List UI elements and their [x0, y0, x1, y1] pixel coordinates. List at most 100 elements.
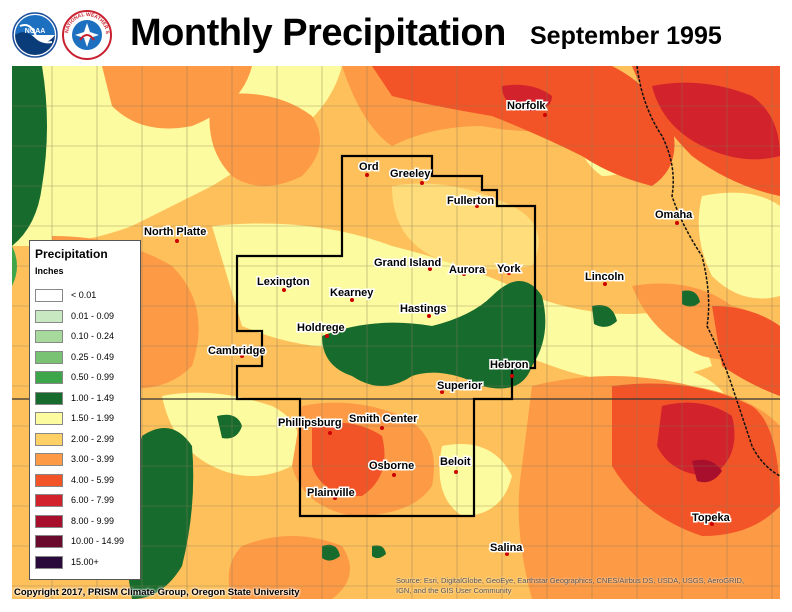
- city-aurora: Aurora: [448, 263, 488, 278]
- city-lexington: Lexington: [256, 275, 311, 292]
- legend-swatch: [35, 371, 63, 384]
- city-fullerton: Fullerton: [446, 194, 496, 209]
- legend-swatch: [35, 289, 63, 302]
- city-label: Norfolk: [507, 100, 546, 112]
- forecast-area-outline: [235, 154, 537, 518]
- legend-swatch: [35, 330, 63, 343]
- legend-swatch: [35, 412, 63, 425]
- city-label: Superior: [437, 380, 483, 392]
- legend-units: Inches: [35, 266, 64, 276]
- noaa-logo-icon: NOAA: [12, 12, 58, 58]
- legend-item: 1.00 - 1.49: [35, 391, 139, 407]
- noaa-logo-text: NOAA: [25, 28, 46, 35]
- legend-label: 6.00 - 7.99: [71, 495, 115, 505]
- legend-item: 1.50 - 1.99: [35, 412, 139, 427]
- nws-logo-icon: NATIONAL WEATHER SERVICE: [62, 10, 112, 60]
- precip-area-6-00: [652, 82, 780, 160]
- city-topeka: Topeka: [691, 511, 732, 526]
- city-label: Greeley: [390, 168, 431, 180]
- city-label: Topeka: [692, 512, 731, 524]
- legend-label: 2.00 - 2.99: [71, 433, 115, 444]
- city-label: Ord: [359, 161, 379, 173]
- legend-item: 8.00 - 9.99: [35, 514, 139, 530]
- legend-item: 2.00 - 2.99: [35, 432, 139, 448]
- legend-swatch: [35, 350, 63, 364]
- city-label: Holdrege: [297, 322, 345, 334]
- city-kearney: Kearney: [329, 286, 376, 302]
- city-lincoln: Lincoln: [584, 270, 626, 286]
- precip-area-4-00: [712, 306, 780, 396]
- legend-swatch: [35, 473, 63, 487]
- city-phillipsburg: Phillipsburg: [277, 416, 343, 435]
- city-label: Hebron: [490, 359, 529, 371]
- legend-label: 1.50 - 1.99: [71, 413, 115, 423]
- city-label: Salina: [490, 542, 523, 554]
- precip-area-1-50: [698, 192, 780, 299]
- legend-label: 0.10 - 0.24: [71, 331, 115, 341]
- city-north-platte: North Platte: [143, 225, 208, 243]
- city-label: Aurora: [449, 264, 486, 276]
- precip-area-1-00: [372, 545, 386, 559]
- city-label: North Platte: [144, 226, 206, 238]
- legend-label: 3.00 - 3.99: [71, 454, 115, 464]
- city-ord: Ord: [358, 160, 380, 177]
- city-hebron: Hebron: [489, 358, 530, 378]
- legend-label: 10.00 - 14.99: [71, 536, 125, 546]
- legend-item: 0.10 - 0.24: [35, 330, 139, 345]
- city-york: York: [496, 262, 524, 277]
- city-label: Fullerton: [447, 195, 494, 207]
- legend-swatch: [35, 391, 63, 405]
- city-label: Lexington: [257, 276, 310, 288]
- source-attribution: Source: Esri, DigitalGlobe, GeoEye, Eart…: [396, 576, 776, 596]
- legend-swatch: [35, 453, 63, 466]
- precip-area-8-00: [692, 459, 722, 483]
- city-label: Omaha: [655, 209, 693, 221]
- legend-item: 0.50 - 0.99: [35, 371, 139, 386]
- city-label: Beloit: [440, 456, 471, 468]
- city-label: Phillipsburg: [278, 417, 342, 429]
- legend-item: 4.00 - 5.99: [35, 473, 139, 489]
- legend-label: < 0.01: [71, 290, 97, 300]
- city-norfolk: Norfolk: [506, 99, 548, 117]
- legend-label: 1.00 - 1.49: [71, 392, 115, 403]
- precip-area-3-00: [228, 536, 350, 599]
- city-osborne: Osborne: [368, 459, 416, 477]
- precip-area-1-00: [12, 66, 47, 246]
- city-greeley: Greeley: [389, 167, 433, 185]
- header: NOAA NATIONAL WEATHER SERVICE Monthly Pr…: [0, 0, 792, 66]
- precip-area-1-00: [322, 544, 340, 561]
- precip-area-1-00: [125, 428, 194, 599]
- legend-swatch: [35, 494, 63, 507]
- city-label: Lincoln: [585, 271, 624, 283]
- legend-title: Precipitation: [35, 247, 108, 261]
- precip-area-3-00: [209, 93, 320, 186]
- legend-label: 0.25 - 0.49: [71, 351, 115, 362]
- precip-area-6-00: [657, 402, 735, 476]
- city-beloit: Beloit: [439, 455, 472, 474]
- precip-area-1-00: [217, 414, 242, 439]
- city-smith-center: Smith Center: [348, 412, 420, 430]
- city-cambridge: Cambridge: [207, 344, 267, 359]
- page-title: Monthly Precipitation: [130, 12, 506, 54]
- source-line: Source: Esri, DigitalGlobe, GeoEye, Eart…: [396, 576, 745, 585]
- legend-swatch: [35, 514, 63, 528]
- city-grand-island: Grand Island: [373, 256, 443, 271]
- city-hastings: Hastings: [399, 302, 448, 318]
- copyright-text: Copyright 2017, PRISM Climate Group, Ore…: [14, 587, 300, 598]
- legend-label: 4.00 - 5.99: [71, 474, 115, 485]
- city-salina: Salina: [489, 541, 525, 556]
- source-line: IGN, and the GIS User Community: [396, 586, 512, 595]
- legend-item: 6.00 - 7.99: [35, 494, 139, 509]
- city-plainville: Plainville: [306, 486, 357, 501]
- legend-swatch: [35, 535, 63, 548]
- city-omaha: Omaha: [654, 208, 695, 225]
- precip-area-4-00: [312, 422, 385, 496]
- legend-label: 0.01 - 0.09: [71, 310, 115, 321]
- precip-area-1-00: [682, 290, 700, 307]
- city-label: Grand Island: [374, 257, 441, 269]
- legend-swatch: [35, 555, 63, 569]
- city-label: Plainville: [307, 487, 355, 499]
- city-label: Kearney: [330, 287, 374, 299]
- legend-item: 15.00+: [35, 555, 139, 571]
- legend-item: 0.25 - 0.49: [35, 350, 139, 366]
